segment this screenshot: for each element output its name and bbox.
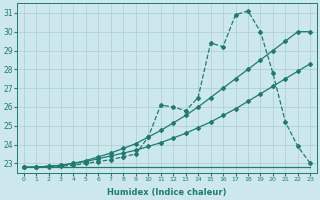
X-axis label: Humidex (Indice chaleur): Humidex (Indice chaleur): [107, 188, 227, 197]
